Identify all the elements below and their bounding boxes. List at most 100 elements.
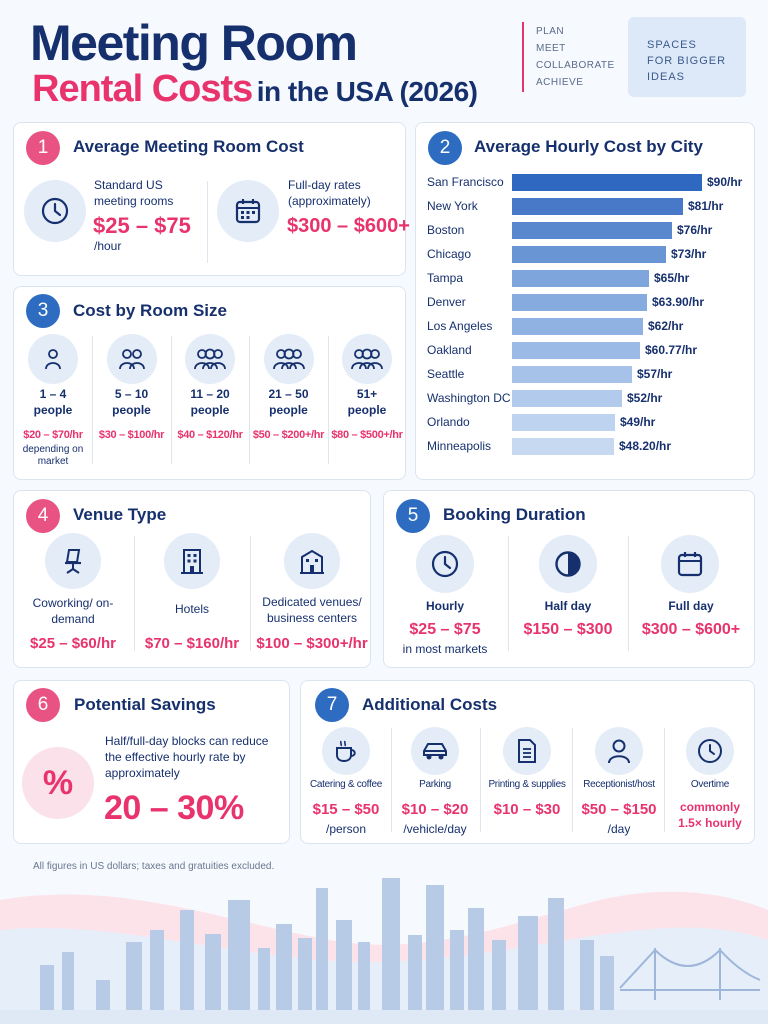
tagline-item: MEET bbox=[536, 43, 566, 54]
clock-icon bbox=[24, 180, 86, 242]
cost-unit: /vehicle/day bbox=[403, 822, 467, 836]
divider bbox=[134, 536, 135, 651]
city-bar bbox=[512, 438, 614, 455]
room-size-range: 21 – 50 bbox=[268, 387, 309, 401]
room-size-range: 51+ bbox=[356, 387, 378, 401]
room-size-unit: people bbox=[112, 403, 151, 417]
tagline-item: ACHIEVE bbox=[536, 77, 584, 88]
section-number: 2 bbox=[428, 131, 462, 165]
city-bar bbox=[512, 174, 702, 191]
duration-price: $25 – $75 bbox=[409, 621, 481, 638]
savings-text: Half/full-day blocks can reduce the effe… bbox=[105, 734, 269, 780]
divider bbox=[170, 336, 172, 464]
subtitle-rest: in the USA (2026) bbox=[256, 76, 478, 107]
city-value-label: $52/hr bbox=[627, 391, 663, 405]
section-number: 6 bbox=[26, 688, 60, 722]
room-size-note: depending on market bbox=[22, 444, 84, 467]
slogan-line: SPACES bbox=[647, 39, 697, 51]
section-number: 5 bbox=[396, 499, 430, 533]
city-label: Oakland bbox=[427, 343, 472, 357]
section-title: Average Meeting Room Cost bbox=[73, 137, 304, 156]
section-number: 4 bbox=[26, 499, 60, 533]
people-icon bbox=[106, 334, 157, 384]
calendar-icon bbox=[661, 535, 719, 593]
divider bbox=[480, 728, 481, 832]
room-size-range: 5 – 10 bbox=[114, 387, 149, 401]
cost-label: Receptionist/host bbox=[583, 779, 655, 790]
city-label: Washington DC bbox=[427, 391, 511, 405]
section-title: Booking Duration bbox=[443, 505, 586, 524]
tagline-item: COLLABORATE bbox=[536, 60, 615, 71]
cost-unit: /person bbox=[325, 822, 367, 836]
city-value-label: $48.20/hr bbox=[619, 439, 672, 453]
people-icon bbox=[342, 334, 392, 384]
room-size-range: 11 – 20 bbox=[190, 387, 230, 401]
venue-building-icon bbox=[284, 533, 340, 589]
cost-price: $50 – $150 bbox=[581, 801, 657, 818]
section-venue-type: 4 Venue Type Coworking/ on-demand $25 – … bbox=[13, 490, 371, 668]
city-value-label: $76/hr bbox=[677, 223, 713, 237]
duration-price: $300 – $600+ bbox=[641, 621, 741, 638]
slogan-line: IDEAS bbox=[647, 71, 686, 83]
divider bbox=[207, 181, 208, 263]
cost-label: Parking bbox=[419, 779, 451, 790]
room-size-price: $50 – $200+/hr bbox=[252, 429, 325, 441]
venue-label: Coworking/ on-demand bbox=[32, 596, 114, 626]
section-average-cost: 1 Average Meeting Room Cost Standard US … bbox=[13, 122, 410, 276]
car-icon bbox=[411, 727, 459, 775]
section-number: 1 bbox=[26, 131, 60, 165]
divider bbox=[391, 728, 392, 832]
venue-label: Hotels bbox=[174, 602, 209, 616]
city-label: New York bbox=[427, 199, 478, 213]
full-day-label: Full-day rates (approximately) bbox=[288, 178, 371, 208]
person-icon bbox=[595, 727, 643, 775]
room-size-price: $80 – $500+/hr bbox=[331, 429, 403, 441]
city-label: Seattle bbox=[427, 367, 465, 381]
cost-label: Overtime bbox=[690, 779, 730, 790]
duration-label: Full day bbox=[668, 599, 714, 613]
cost-label: Catering & coffee bbox=[310, 779, 382, 790]
page-subtitle: Rental Costs in the USA (2026) bbox=[32, 68, 478, 111]
section-title: Additional Costs bbox=[362, 695, 498, 714]
room-size-price: $30 – $100/hr bbox=[98, 429, 165, 441]
venue-price: $70 – $160/hr bbox=[144, 635, 240, 652]
people-icon bbox=[28, 334, 78, 384]
subtitle-highlight: Rental Costs bbox=[32, 68, 253, 110]
savings-value: 20 – 30% bbox=[104, 789, 244, 827]
duration-price: $150 – $300 bbox=[523, 621, 613, 638]
section-title: Venue Type bbox=[73, 505, 167, 524]
room-size-range: 1 – 4 bbox=[39, 387, 67, 401]
divider bbox=[628, 536, 629, 651]
divider bbox=[664, 728, 665, 832]
city-label: Minneapolis bbox=[427, 439, 492, 453]
city-bar bbox=[512, 270, 649, 287]
city-label: Los Angeles bbox=[427, 319, 493, 333]
standard-rooms-price: $25 – $75 bbox=[93, 213, 191, 238]
section-number: 7 bbox=[315, 688, 349, 722]
city-bar bbox=[512, 342, 640, 359]
city-label: Denver bbox=[427, 295, 466, 309]
city-value-label: $65/hr bbox=[654, 271, 690, 285]
city-label: Chicago bbox=[427, 247, 472, 261]
clock-icon bbox=[416, 535, 474, 593]
footnote: All figures in US dollars; taxes and gra… bbox=[33, 861, 275, 872]
room-size-unit: people bbox=[33, 403, 73, 417]
city-bar bbox=[512, 198, 683, 215]
divider bbox=[508, 536, 509, 651]
full-day-price: $300 – $600+ bbox=[287, 215, 410, 237]
cost-price: $15 – $50 bbox=[312, 801, 380, 818]
city-bar bbox=[512, 246, 666, 263]
cost-price: $10 – $30 bbox=[493, 801, 561, 818]
tagline-item: PLAN bbox=[536, 26, 565, 37]
divider bbox=[92, 336, 93, 464]
divider bbox=[327, 336, 329, 464]
city-value-label: $63.90/hr bbox=[652, 295, 705, 309]
calendar-icon bbox=[217, 180, 279, 242]
city-label: San Francisco bbox=[427, 175, 504, 189]
divider bbox=[572, 728, 573, 832]
standard-rooms-label: Standard US meeting rooms bbox=[94, 178, 174, 208]
people-icon bbox=[185, 334, 235, 384]
city-label: Boston bbox=[427, 223, 465, 237]
venue-price: $100 – $300+/hr bbox=[256, 635, 368, 652]
city-label: Tampa bbox=[427, 271, 464, 285]
